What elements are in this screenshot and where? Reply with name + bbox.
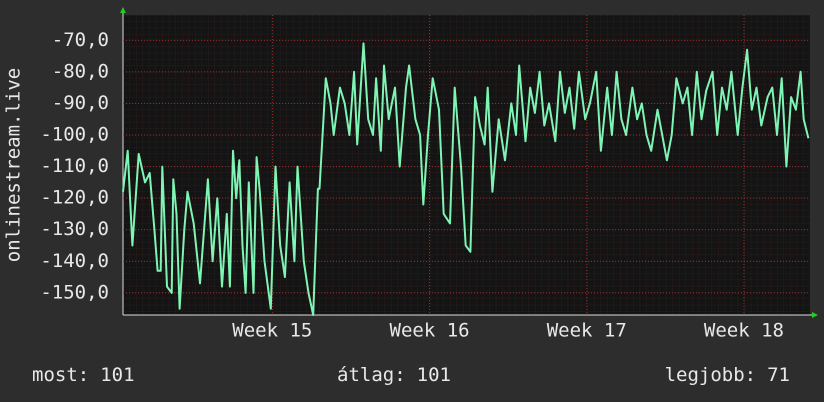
stat: átlag: 101 <box>337 364 451 386</box>
y-axis-label: onlinestream.live <box>3 68 25 262</box>
stat-label: most: <box>32 364 89 386</box>
y-tick-label: -130,0 <box>40 218 109 240</box>
y-tick-label: -150,0 <box>40 281 109 303</box>
stat-value: 101 <box>417 364 451 386</box>
stat: legjobb: 71 <box>665 364 790 386</box>
stat-label: legjobb: <box>665 364 757 386</box>
x-arrow <box>812 312 818 318</box>
y-tick-label: -120,0 <box>40 187 109 209</box>
stat-label: átlag: <box>337 364 406 386</box>
series-line <box>122 42 810 316</box>
stat: most: 101 <box>32 364 135 386</box>
stat-value: 101 <box>100 364 134 386</box>
y-tick-label: -100,0 <box>40 124 109 146</box>
y-tick-label: -70,0 <box>52 29 109 51</box>
x-tick-label: Week 17 <box>547 320 627 342</box>
y-tick-label: -80,0 <box>52 60 109 82</box>
x-tick-label: Week 15 <box>232 320 312 342</box>
plot-area <box>123 15 810 315</box>
stats: most: 101 átlag: 101 legjobb: 71 <box>32 364 790 386</box>
y-tick-label: -90,0 <box>52 92 109 114</box>
x-tick-label: Week 18 <box>704 320 784 342</box>
y-tick-label: -140,0 <box>40 250 109 272</box>
stat-value: 71 <box>767 364 790 386</box>
y-arrow <box>120 7 126 13</box>
y-tick-label: -110,0 <box>40 155 109 177</box>
x-tick-label: Week 16 <box>390 320 470 342</box>
